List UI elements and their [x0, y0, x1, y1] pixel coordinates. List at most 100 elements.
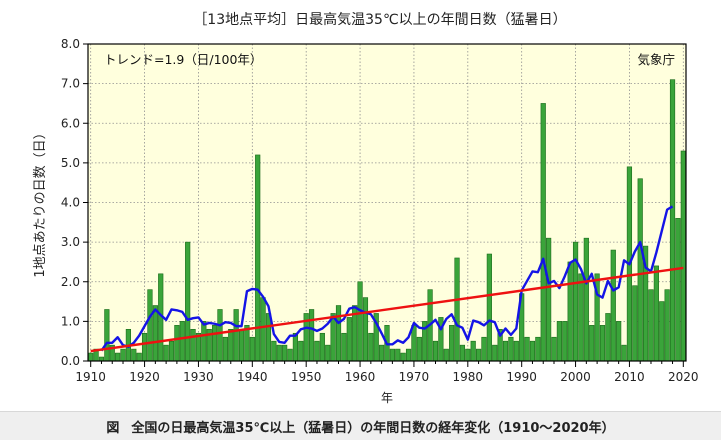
bar	[669, 79, 676, 362]
bar	[470, 340, 476, 362]
bar	[524, 336, 530, 362]
bar	[357, 281, 363, 362]
bar	[475, 348, 482, 362]
bar	[562, 321, 568, 362]
bar	[513, 340, 519, 362]
bar	[589, 325, 595, 362]
bar	[659, 301, 665, 362]
bar	[249, 336, 255, 362]
bar	[675, 218, 681, 362]
y-tick-label: 1.0	[61, 314, 80, 328]
source-annotation: 気象庁	[637, 52, 675, 67]
bar	[271, 340, 277, 362]
y-tick-label: 7.0	[61, 77, 80, 91]
bars	[88, 79, 686, 362]
y-tick-label: 4.0	[61, 196, 80, 210]
bar	[325, 344, 331, 362]
bar	[244, 325, 250, 362]
x-axis: 1910 1920 1930 1940 1950 1960 1970 1980 1990 2000…	[75, 361, 699, 384]
x-tick-label: 2020	[668, 370, 699, 384]
bar	[389, 348, 395, 362]
bar	[578, 273, 584, 362]
bar	[308, 309, 315, 362]
bar	[664, 289, 670, 362]
bar	[260, 297, 266, 362]
bar	[168, 340, 175, 362]
bar	[648, 289, 654, 362]
trend-line	[90, 266, 684, 353]
bar	[174, 325, 180, 362]
x-tick-label: 1970	[399, 370, 430, 384]
bar	[104, 309, 110, 362]
bar	[136, 352, 142, 362]
bar	[201, 321, 207, 362]
y-tick-label: 8.0	[61, 37, 80, 51]
x-tick-label: 1980	[453, 370, 484, 384]
bar	[152, 305, 158, 362]
bar	[179, 321, 185, 362]
figure-caption: 図 全国の日最高気温35℃以上（猛暑日）の年間日数の経年変化（1910～2020…	[0, 411, 721, 440]
bar	[228, 328, 234, 362]
bar	[233, 309, 239, 362]
lines	[90, 205, 684, 353]
bar	[616, 321, 622, 362]
bar	[298, 340, 304, 362]
bar	[147, 289, 153, 362]
bar	[238, 328, 245, 362]
bar	[680, 150, 686, 362]
bar	[556, 321, 562, 362]
x-tick-label: 1960	[345, 370, 376, 384]
bar	[502, 340, 509, 362]
y-tick-label: 2.0	[61, 275, 80, 289]
bar	[217, 309, 223, 362]
bar	[481, 336, 487, 362]
bar	[583, 237, 589, 362]
bar	[486, 253, 492, 362]
bar	[255, 154, 261, 362]
bar	[416, 336, 422, 362]
y-axis-label: 1地点あたりの日数（日）	[33, 126, 48, 277]
bar	[282, 344, 288, 362]
bar	[346, 317, 352, 362]
bar	[222, 336, 228, 362]
moving-average-line	[100, 205, 674, 352]
trend-annotation: トレンド=1.9（日/100年）	[104, 52, 262, 67]
bar	[190, 328, 196, 362]
bar	[599, 325, 606, 362]
bar	[540, 103, 546, 362]
x-axis-label: 年	[381, 391, 393, 405]
bar	[632, 285, 638, 362]
bar	[454, 257, 460, 362]
bar	[432, 340, 439, 362]
bar	[287, 348, 293, 362]
bar	[88, 352, 94, 362]
bar	[610, 249, 616, 362]
bar	[195, 332, 202, 362]
bar	[292, 332, 299, 362]
bar	[443, 348, 449, 362]
x-tick-label: 1940	[237, 370, 268, 384]
bar	[314, 340, 320, 362]
bar	[405, 348, 412, 362]
bar	[395, 348, 401, 362]
bar	[605, 313, 611, 362]
bar	[120, 348, 126, 362]
y-tick-label: 0.0	[61, 354, 80, 368]
x-tick-label: 1990	[506, 370, 537, 384]
bar	[449, 325, 455, 362]
bar	[319, 332, 325, 362]
bar	[368, 332, 374, 362]
bar	[637, 178, 643, 362]
bar	[459, 344, 466, 362]
bar	[141, 332, 148, 362]
caption-text: 全国の日最高気温35℃以上（猛暑日）の年間日数の経年変化（1910～2020年）	[131, 420, 615, 436]
x-tick-label: 1910	[75, 370, 106, 384]
bar	[276, 344, 282, 362]
x-tick-label: 1930	[183, 370, 214, 384]
y-tick-label: 5.0	[61, 156, 80, 170]
bar	[621, 344, 627, 362]
bar	[567, 261, 573, 362]
bar	[185, 241, 191, 362]
x-tick-label: 1950	[291, 370, 322, 384]
bar	[465, 348, 471, 362]
